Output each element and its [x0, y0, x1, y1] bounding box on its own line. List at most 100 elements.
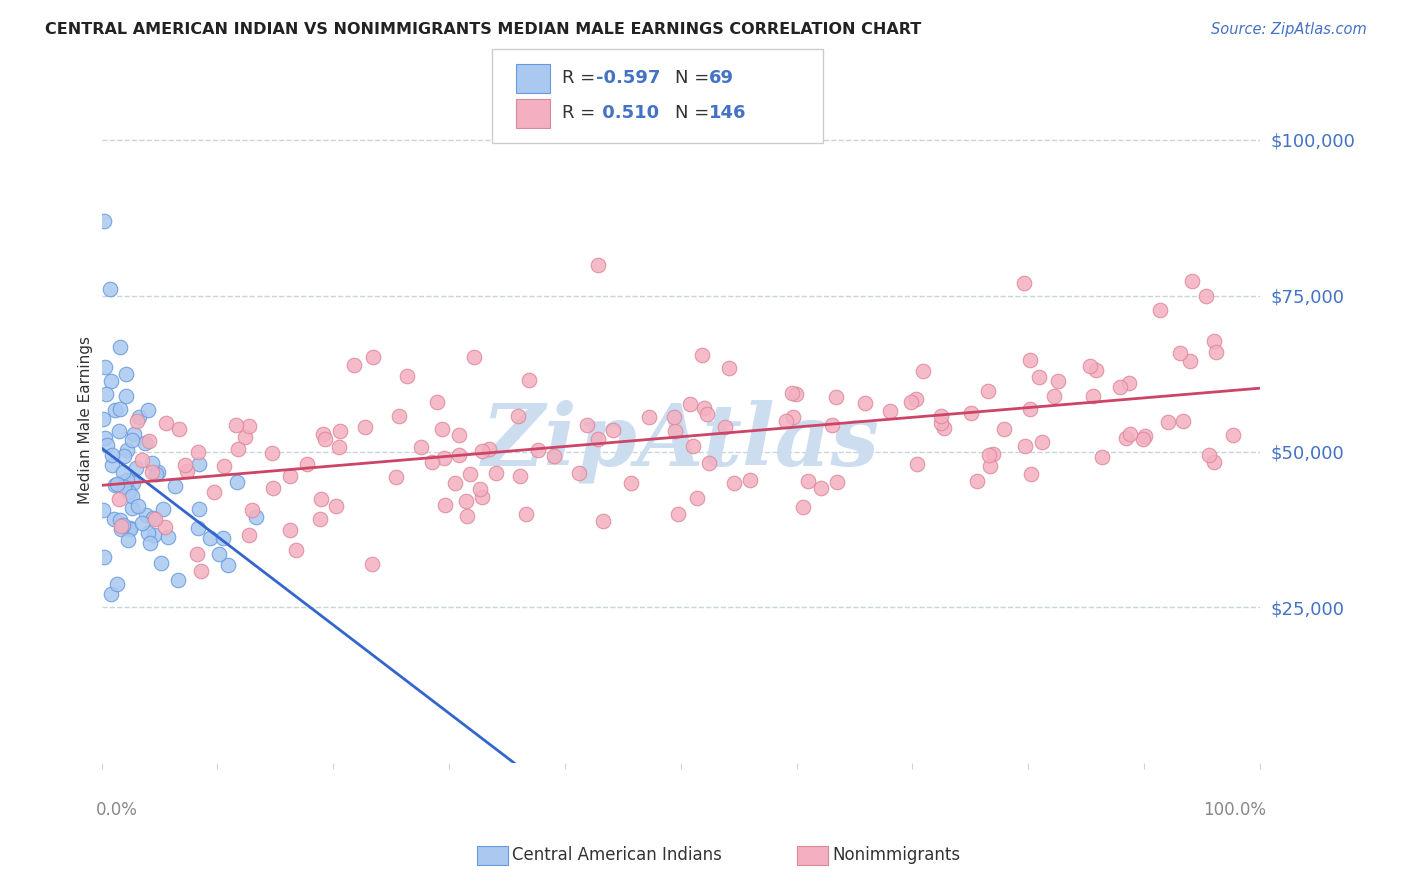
- Text: Nonimmigrants: Nonimmigrants: [832, 847, 960, 864]
- Point: [94, 360, 117, 375]
- Point: [1019, 467, 1042, 482]
- Point: [723, 475, 745, 490]
- Point: [108, 401, 131, 416]
- Point: [620, 475, 643, 490]
- Point: [1135, 428, 1157, 442]
- Point: [202, 485, 225, 500]
- Point: [325, 500, 347, 514]
- Point: [278, 469, 301, 483]
- Point: [122, 475, 145, 490]
- Point: [187, 457, 209, 471]
- Point: [981, 447, 1004, 461]
- Point: [904, 392, 927, 406]
- Point: [1118, 376, 1140, 391]
- Point: [312, 427, 335, 442]
- Point: [139, 536, 162, 550]
- Point: [508, 409, 530, 423]
- Point: [931, 409, 953, 424]
- Point: [141, 465, 163, 479]
- Point: [118, 521, 141, 535]
- Point: [929, 416, 952, 430]
- Point: [1119, 426, 1142, 441]
- Point: [1047, 374, 1070, 388]
- Point: [697, 456, 720, 470]
- Point: [308, 512, 330, 526]
- Point: [110, 339, 132, 353]
- Point: [543, 449, 565, 463]
- Point: [91, 412, 114, 426]
- Point: [156, 530, 179, 544]
- Point: [115, 389, 138, 403]
- Point: [121, 490, 143, 504]
- Text: 0.0%: 0.0%: [96, 801, 138, 819]
- Point: [314, 432, 336, 446]
- Point: [112, 480, 135, 494]
- Point: [911, 363, 934, 377]
- Point: [94, 387, 117, 401]
- Point: [1081, 389, 1104, 403]
- Point: [93, 549, 115, 564]
- Point: [104, 477, 127, 491]
- Point: [1198, 448, 1220, 462]
- Point: [1031, 434, 1053, 449]
- Point: [1195, 289, 1218, 303]
- Point: [905, 458, 928, 472]
- Point: [1018, 402, 1040, 417]
- Point: [478, 442, 501, 457]
- Point: [825, 475, 848, 490]
- Point: [586, 433, 609, 447]
- Point: [1115, 431, 1137, 445]
- Text: R =: R =: [562, 104, 602, 122]
- Point: [686, 491, 709, 506]
- Point: [959, 406, 981, 420]
- Point: [152, 501, 174, 516]
- Point: [977, 448, 1000, 462]
- Point: [796, 474, 818, 488]
- Point: [138, 434, 160, 448]
- Point: [1205, 345, 1227, 359]
- Point: [142, 510, 165, 524]
- Point: [217, 558, 239, 573]
- Point: [821, 418, 844, 433]
- Point: [361, 351, 384, 365]
- Point: [782, 410, 804, 425]
- Point: [329, 425, 352, 439]
- Point: [433, 450, 456, 465]
- Point: [128, 409, 150, 424]
- Point: [112, 449, 135, 463]
- Point: [425, 394, 447, 409]
- Point: [792, 500, 814, 515]
- Point: [458, 467, 481, 481]
- Point: [1149, 303, 1171, 318]
- Point: [104, 403, 127, 417]
- Point: [1109, 380, 1132, 394]
- Point: [165, 478, 187, 492]
- Point: [932, 421, 955, 435]
- Text: 146: 146: [709, 104, 747, 122]
- Point: [174, 458, 197, 472]
- Point: [714, 420, 737, 434]
- Point: [142, 528, 165, 542]
- Point: [718, 361, 741, 376]
- Point: [115, 474, 138, 488]
- Point: [1085, 363, 1108, 377]
- Point: [96, 438, 118, 452]
- Text: N =: N =: [675, 104, 714, 122]
- Y-axis label: Median Male Earnings: Median Male Earnings: [79, 336, 93, 504]
- Point: [395, 368, 418, 383]
- Point: [1204, 455, 1226, 469]
- Point: [993, 422, 1015, 436]
- Point: [443, 476, 465, 491]
- Point: [1181, 274, 1204, 288]
- Point: [295, 457, 318, 471]
- Point: [354, 419, 377, 434]
- Point: [260, 446, 283, 460]
- Point: [115, 368, 138, 382]
- Point: [108, 424, 131, 438]
- Point: [121, 501, 143, 516]
- Point: [1012, 276, 1035, 290]
- Point: [118, 485, 141, 500]
- Point: [131, 516, 153, 530]
- Point: [1019, 352, 1042, 367]
- Point: [666, 507, 689, 521]
